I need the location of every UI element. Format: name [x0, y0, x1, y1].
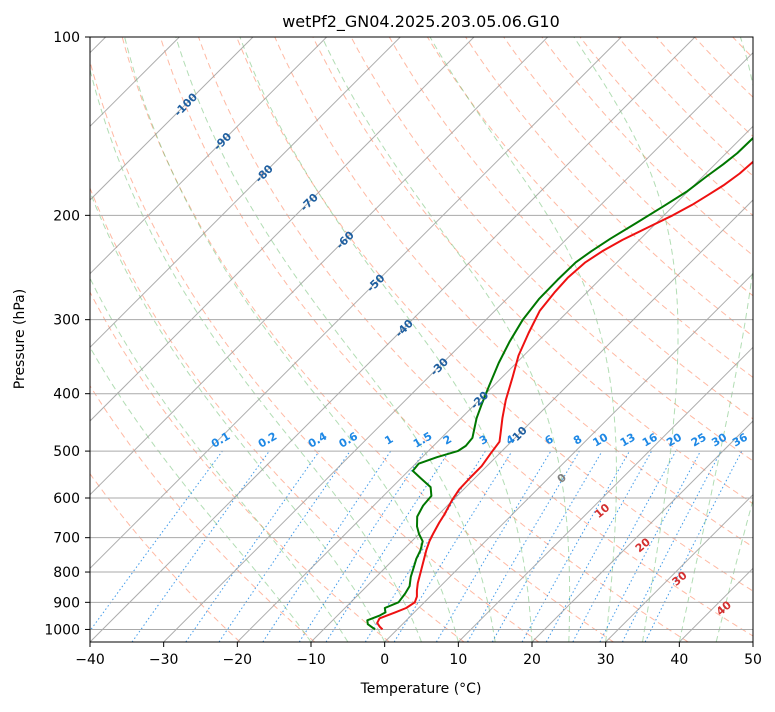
- y-tick-label: 300: [53, 313, 80, 329]
- isotherm-line: [237, 37, 775, 642]
- x-tick-label: 0: [380, 652, 389, 668]
- moist-adiabat: [176, 37, 495, 642]
- isotherm-label: -30: [428, 355, 451, 378]
- isotherm-line: [0, 37, 400, 642]
- x-tick-label: −20: [223, 652, 253, 668]
- mixing-ratio-label: 30: [709, 430, 729, 449]
- mixing-ratio-label: 25: [689, 431, 709, 450]
- y-tick-label: 900: [53, 595, 80, 611]
- x-axis-label: Temperature (°C): [360, 681, 482, 697]
- grid-lines: [0, 37, 775, 642]
- isotherm-line: [753, 37, 775, 642]
- dry-adiabat: [695, 37, 775, 642]
- dewpoint-profile-line: [367, 37, 775, 629]
- dry-adiabat: [84, 37, 539, 642]
- moist-adiabat: [322, 37, 570, 642]
- x-tick-label: −30: [149, 652, 179, 668]
- dry-adiabat: [542, 37, 775, 642]
- dry-adiabat: [389, 37, 775, 642]
- mixing-ratio-line: [522, 451, 629, 642]
- plot-frame: [90, 37, 753, 642]
- moist-adiabat-label: 40: [714, 598, 734, 618]
- moist-adiabat: [17, 37, 348, 642]
- x-tick-label: 30: [597, 652, 615, 668]
- mixing-ratio-label: 0.1: [209, 430, 232, 451]
- isotherm-line: [16, 37, 621, 642]
- dry-adiabat: [771, 37, 775, 642]
- mixing-ratio-label: 0.4: [306, 429, 330, 450]
- dry-adiabat: [237, 37, 775, 642]
- y-tick-label: 600: [53, 491, 80, 507]
- moist-adiabat: [574, 37, 678, 642]
- isotherm-label: -20: [468, 389, 491, 412]
- moist-adiabat: [430, 37, 617, 642]
- x-tick-label: 10: [449, 652, 467, 668]
- mixing-ratio-label: 2: [441, 433, 454, 448]
- isotherm-label: -70: [298, 191, 321, 214]
- y-tick-label: 100: [53, 30, 80, 46]
- x-tick-label: 40: [670, 652, 688, 668]
- isotherm-line: [90, 37, 695, 642]
- data-series: [367, 37, 775, 629]
- isotherm-line: [679, 37, 775, 642]
- mixing-ratio-line: [82, 451, 223, 642]
- x-tick-label: −10: [296, 652, 326, 668]
- y-axis-label: Pressure (hPa): [12, 289, 28, 389]
- moist-adiabat: [716, 37, 775, 642]
- chart-title: wetPf2_GN04.2025.203.05.06.G10: [282, 12, 560, 32]
- moist-adiabat: [240, 37, 532, 642]
- isotherm-label: -80: [253, 162, 276, 185]
- mixing-ratio-label: 0.2: [256, 430, 279, 451]
- mixing-ratio-label: 1.5: [411, 430, 434, 451]
- moist-adiabat: [0, 37, 311, 642]
- moist-adiabat-label: 10: [592, 501, 612, 521]
- mixing-ratio-line: [573, 451, 676, 642]
- isotherm-line: [0, 37, 327, 642]
- y-tick-label: 800: [53, 565, 80, 581]
- mixing-ratio-label: 13: [618, 431, 638, 450]
- mixing-ratio-label: 1: [382, 433, 395, 448]
- mixing-ratio-label: 16: [640, 430, 660, 449]
- y-tick-label: 200: [53, 208, 80, 224]
- y-tick-label: 400: [53, 387, 80, 403]
- y-tick-label: 1000: [44, 622, 80, 638]
- y-tick-label: 700: [53, 531, 80, 547]
- dry-adiabat: [0, 37, 315, 642]
- moist-adiabat: [83, 37, 422, 642]
- moist-adiabat: [125, 37, 459, 642]
- moist-adiabat-label: 0: [555, 471, 569, 486]
- y-tick-label: 500: [53, 444, 80, 460]
- dry-adiabat: [0, 37, 240, 642]
- mixing-ratio-line: [436, 451, 551, 642]
- x-tick-label: −40: [75, 652, 105, 668]
- isotherm-line: [0, 37, 253, 642]
- mixing-ratio-line: [326, 451, 449, 642]
- x-tick-label: 20: [523, 652, 541, 668]
- dry-adiabat: [427, 37, 775, 642]
- x-tick-label: 50: [744, 652, 762, 668]
- dry-adiabat: [351, 37, 775, 642]
- dry-adiabat: [8, 37, 390, 642]
- mixing-ratio-label: 8: [571, 433, 584, 448]
- dry-adiabat: [656, 37, 775, 642]
- temperature-profile-line: [377, 37, 775, 629]
- isotherm-line: [311, 37, 775, 642]
- mixing-ratio-line: [219, 451, 350, 642]
- mixing-ratio-label: 3: [477, 433, 490, 448]
- isotherm-line: [385, 37, 775, 642]
- isotherm-label: -50: [364, 271, 387, 294]
